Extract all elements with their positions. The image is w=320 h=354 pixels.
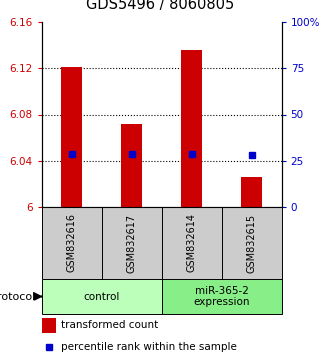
Text: percentile rank within the sample: percentile rank within the sample: [61, 342, 237, 352]
Bar: [162, 279, 282, 314]
Bar: [61, 67, 82, 207]
Bar: [42, 318, 56, 333]
Bar: [102, 207, 162, 279]
Text: transformed count: transformed count: [61, 320, 158, 330]
Text: GDS5496 / 8060805: GDS5496 / 8060805: [86, 0, 234, 11]
Text: GSM832616: GSM832616: [67, 213, 76, 273]
Bar: [181, 50, 202, 207]
Text: miR-365-2
expression: miR-365-2 expression: [193, 286, 250, 307]
Bar: [162, 207, 222, 279]
Bar: [241, 177, 262, 207]
Bar: [222, 207, 282, 279]
Bar: [121, 124, 142, 207]
Text: GSM832614: GSM832614: [187, 213, 196, 273]
Text: control: control: [84, 291, 120, 302]
Text: GSM832617: GSM832617: [127, 213, 137, 273]
Text: protocol: protocol: [0, 291, 35, 302]
Text: GSM832615: GSM832615: [247, 213, 257, 273]
Bar: [42, 279, 162, 314]
Bar: [42, 207, 102, 279]
